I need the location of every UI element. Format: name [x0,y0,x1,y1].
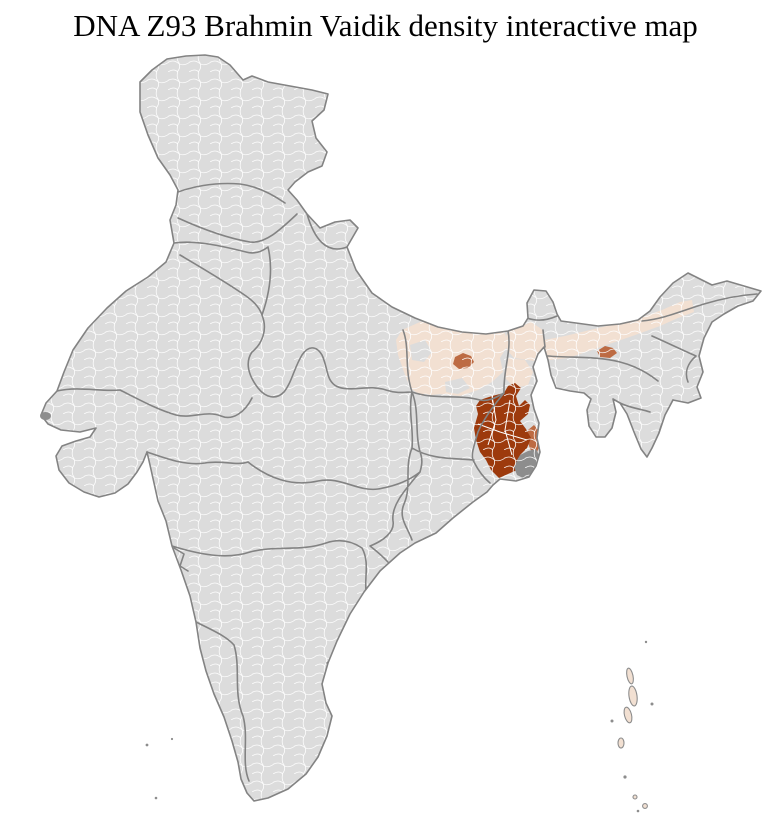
andaman-island[interactable] [623,706,634,724]
district-mesh-overlay [41,55,761,801]
state-borders [56,182,758,782]
andaman-island[interactable] [628,685,639,707]
kutch-dark-patch [40,412,51,420]
lakshadweep-islands [145,737,174,800]
andaman-island[interactable] [625,667,634,685]
andaman-island[interactable] [617,737,625,749]
nicobar-island[interactable] [642,803,648,809]
andaman-nicobar-islands[interactable] [617,667,648,809]
island-dots [610,640,654,813]
page-title: DNA Z93 Brahmin Vaidik density interacti… [73,8,698,43]
india-outline [40,54,762,802]
nicobar-island[interactable] [632,794,638,800]
